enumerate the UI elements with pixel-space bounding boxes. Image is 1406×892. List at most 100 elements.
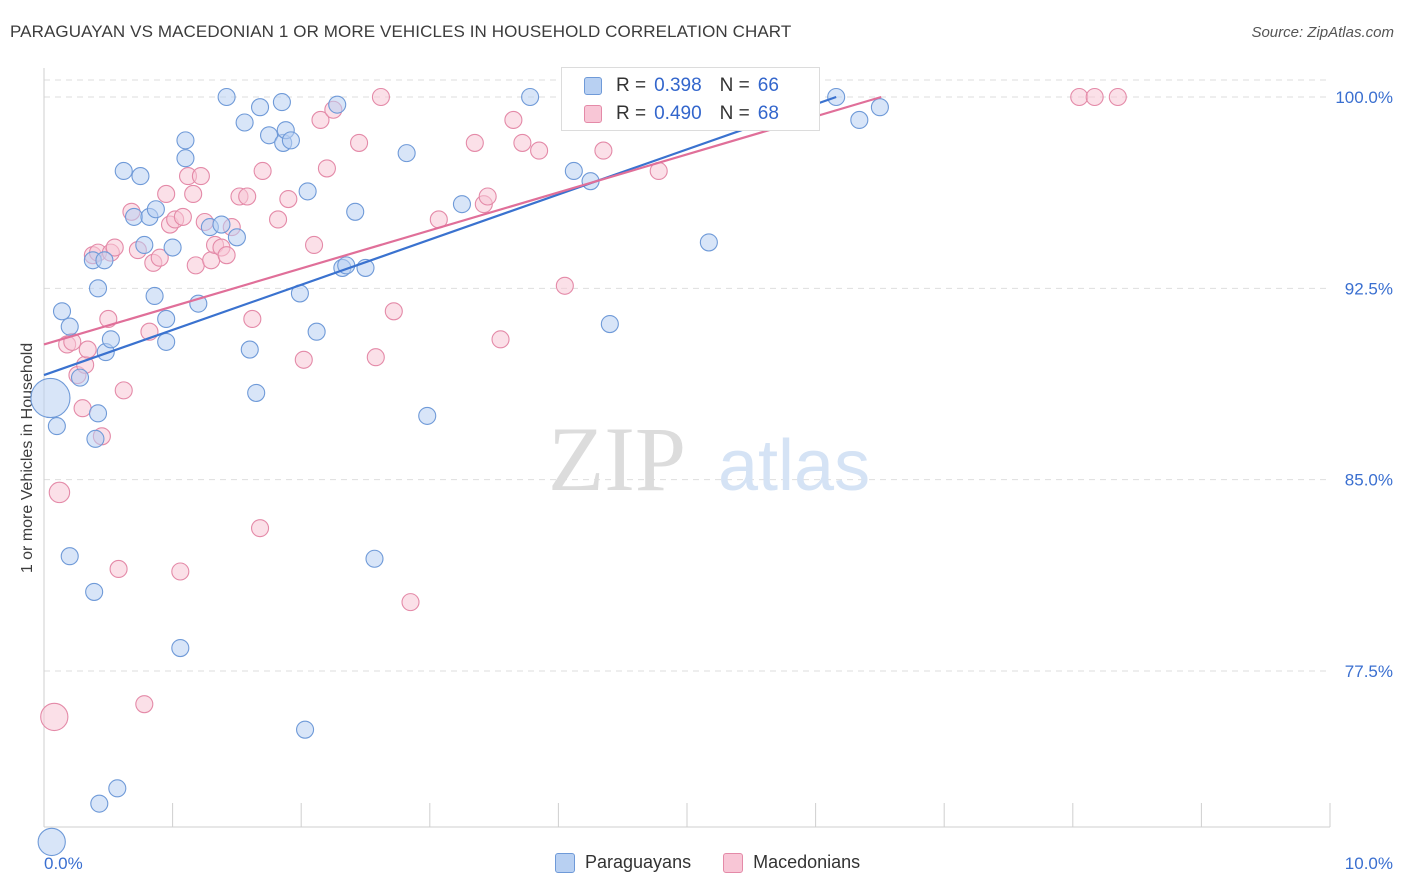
point-macedonians — [465, 133, 484, 152]
point-paraguayans — [70, 368, 90, 387]
point-paraguayans — [88, 279, 108, 298]
point-macedonians — [150, 248, 169, 267]
point-macedonians — [157, 184, 176, 203]
legend-r-value-macedonians: 0.490 — [654, 103, 702, 124]
y-tick-label: 85.0% — [1345, 471, 1393, 490]
legend-label-macedonians: Macedonians — [753, 852, 861, 872]
legend-r-value-paraguayans: 0.398 — [654, 75, 702, 96]
legend-r-label: R = — [616, 103, 647, 124]
series-legend: Paraguayans Macedonians — [555, 852, 892, 873]
point-paraguayans — [86, 429, 105, 448]
point-paraguayans — [37, 827, 66, 857]
gridlines — [44, 79, 1330, 672]
point-paraguayans — [95, 251, 114, 270]
y-tick-label: 92.5% — [1345, 279, 1393, 298]
point-paraguayans — [176, 149, 195, 168]
point-macedonians — [594, 141, 613, 160]
point-paraguayans — [212, 215, 231, 234]
point-macedonians — [109, 559, 128, 579]
legend-item-macedonians[interactable]: Macedonians — [723, 852, 860, 873]
point-paraguayans — [108, 779, 127, 798]
source-label: Source: ZipAtlas.com — [1251, 24, 1394, 41]
x-tick-label-min: 0.0% — [44, 854, 83, 873]
point-paraguayans — [452, 195, 472, 214]
legend-n-value-macedonians: 68 — [757, 103, 779, 124]
point-macedonians — [384, 302, 403, 321]
point-macedonians — [135, 695, 154, 714]
point-macedonians — [1085, 87, 1104, 107]
legend-n-label: N = — [719, 103, 750, 124]
point-macedonians — [513, 133, 532, 152]
point-paraguayans — [307, 322, 326, 341]
point-macedonians — [317, 159, 336, 178]
point-paraguayans — [163, 238, 182, 257]
point-macedonians — [311, 110, 330, 130]
point-macedonians — [504, 110, 523, 130]
legend-item-paraguayans[interactable]: Paraguayans — [555, 852, 691, 873]
x-tick-label-max: 10.0% — [1345, 854, 1393, 873]
point-paraguayans — [328, 95, 347, 114]
watermark-atlas: atlas — [718, 426, 870, 506]
point-paraguayans — [397, 144, 416, 163]
point-paraguayans — [346, 202, 365, 221]
trend-lines — [43, 95, 882, 377]
point-macedonians — [171, 562, 190, 581]
point-paraguayans — [600, 314, 619, 334]
point-macedonians — [478, 187, 497, 206]
point-paraguayans — [272, 93, 291, 112]
point-macedonians — [1070, 87, 1089, 107]
point-paraguayans — [85, 582, 104, 601]
tick-labels: 77.5% 85.0% 92.5% 100.0% 0.0% 10.0% — [44, 88, 1393, 873]
point-paraguayans — [699, 233, 718, 252]
point-paraguayans — [90, 794, 109, 813]
legend-row-macedonians: R = 0.490 N = 68 — [584, 102, 779, 126]
point-macedonians — [366, 348, 385, 367]
point-paraguayans — [281, 131, 300, 150]
point-paraguayans — [850, 110, 869, 130]
point-paraguayans — [240, 340, 259, 359]
point-paraguayans — [88, 404, 108, 423]
point-paraguayans — [235, 113, 254, 132]
point-macedonians — [217, 246, 236, 265]
point-paraguayans — [157, 332, 176, 351]
point-paraguayans — [114, 161, 133, 181]
point-paraguayans — [564, 161, 583, 181]
point-paraguayans — [217, 87, 236, 107]
legend-swatch-blue — [584, 77, 602, 95]
point-paraguayans — [135, 235, 154, 255]
point-paraguayans — [131, 167, 150, 186]
point-macedonians — [253, 161, 272, 181]
legend-n-label: N = — [719, 75, 750, 96]
point-macedonians — [186, 256, 205, 275]
y-tick-label: 100.0% — [1335, 88, 1393, 107]
point-paraguayans — [296, 720, 315, 739]
point-macedonians — [491, 330, 510, 349]
point-paraguayans — [52, 302, 72, 321]
stats-legend: R = 0.398 N = 66 R = 0.490 N = 68 — [561, 67, 820, 131]
point-paraguayans — [521, 87, 540, 107]
axes — [43, 68, 1331, 828]
point-macedonians — [40, 702, 69, 732]
point-macedonians — [371, 87, 390, 107]
legend-swatch-pink — [584, 105, 602, 123]
point-macedonians — [555, 276, 574, 295]
point-paraguayans — [176, 131, 195, 150]
point-macedonians — [401, 593, 420, 612]
point-macedonians — [243, 309, 262, 328]
point-paraguayans — [146, 200, 165, 219]
point-macedonians — [73, 399, 92, 418]
point-paraguayans — [101, 330, 120, 349]
legend-swatch-paraguayans — [555, 852, 575, 873]
point-macedonians — [1108, 87, 1127, 107]
point-paraguayans — [298, 182, 317, 201]
point-paraguayans — [157, 309, 176, 328]
trend-line-paraguayans — [43, 95, 837, 377]
point-paraguayans — [60, 317, 79, 336]
chart-title: PARAGUAYAN VS MACEDONIAN 1 OR MORE VEHIC… — [10, 22, 792, 41]
y-tick-label: 77.5% — [1345, 662, 1393, 681]
paraguayans-points — [30, 87, 889, 857]
point-macedonians — [305, 235, 324, 255]
point-macedonians — [78, 340, 97, 359]
point-paraguayans — [418, 406, 437, 425]
